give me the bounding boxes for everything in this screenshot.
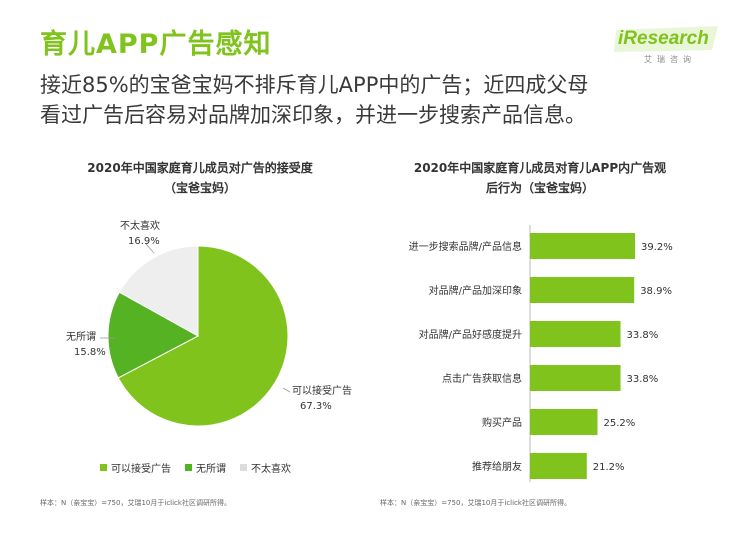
page-title: 育儿APP广告感知	[40, 29, 272, 60]
pie-slice	[117, 245, 289, 427]
legend-label: 不太喜欢	[251, 464, 291, 475]
bar-value-label: 33.8%	[627, 374, 659, 385]
pie-chart-title: 2020年中国家庭育儿成员对广告的接受度 （宝爸宝妈）	[40, 158, 360, 198]
bar-category-label: 推荐给朋友	[472, 460, 522, 473]
bar-source-note: 样本：N（亲宝宝）=750，艾瑞10月于iclick社区调研所得。	[380, 499, 571, 507]
bar	[530, 409, 598, 435]
pie-leader-line	[282, 387, 291, 393]
bar-value-label: 25.2%	[604, 418, 636, 429]
bar-category-label: 进一步搜索品牌/产品信息	[409, 240, 522, 253]
bar-category-label: 对品牌/产品好感度提升	[419, 328, 522, 341]
subtitle-line-1: 接近85%的宝爸宝妈不排斥育儿APP中的广告；近四成父母	[40, 73, 589, 97]
bar-category-label: 对品牌/产品加深印象	[429, 284, 522, 297]
pie-slice-value: 16.9%	[128, 236, 160, 247]
legend-label: 无所谓	[196, 464, 226, 475]
legend-swatch-icon	[240, 464, 247, 471]
legend-swatch-icon	[100, 464, 107, 471]
page-subtitle: 接近85%的宝爸宝妈不排斥育儿APP中的广告；近四成父母 看过广告后容易对品牌加…	[40, 70, 720, 130]
pie-title-line-1: 2020年中国家庭育儿成员对广告的接受度	[87, 161, 313, 175]
pie-slice-label: 不太喜欢	[120, 219, 160, 232]
logo-banner-icon	[614, 26, 718, 52]
legend-item: 无所谓	[185, 460, 226, 475]
bar-category-label: 点击广告获取信息	[442, 372, 522, 385]
pie-title-line-2: （宝爸宝妈）	[163, 181, 236, 195]
pie-slice-value: 67.3%	[300, 401, 332, 412]
pie-slice	[107, 291, 200, 379]
pie-slice	[118, 245, 199, 337]
iresearch-logo: iResearch 艾瑞咨询	[614, 26, 724, 68]
bar-value-label: 33.8%	[627, 330, 659, 341]
pie-slice-value: 15.8%	[74, 347, 106, 358]
bar-value-label: 38.9%	[640, 286, 672, 297]
bar-value-label: 21.2%	[593, 462, 625, 473]
bar	[530, 233, 635, 259]
bar	[530, 321, 621, 347]
bar-title-line-2: 后行为（宝爸宝妈）	[485, 181, 594, 195]
legend-item: 可以接受广告	[100, 460, 171, 475]
pie-slice-label: 无所谓	[66, 331, 96, 343]
bar	[530, 453, 587, 479]
subtitle-line-2: 看过广告后容易对品牌加深印象，并进一步搜索产品信息。	[40, 103, 586, 127]
logo-text: iResearch	[618, 28, 709, 49]
bar-value-label: 39.2%	[641, 242, 673, 253]
bar-title-line-1: 2020年中国家庭育儿成员对育儿APP内广告观	[413, 161, 667, 175]
bar	[530, 365, 621, 391]
logo-subtext: 艾瑞咨询	[644, 55, 696, 64]
legend-swatch-icon	[185, 464, 192, 471]
pie-slice-label: 可以接受广告	[292, 384, 352, 397]
pie-leader-line	[145, 243, 155, 254]
bar	[530, 277, 635, 303]
bar-chart-title: 2020年中国家庭育儿成员对育儿APP内广告观 后行为（宝爸宝妈）	[380, 158, 700, 198]
legend-label: 可以接受广告	[111, 464, 171, 475]
pie-source-note: 样本：N（亲宝宝）=750，艾瑞10月于iclick社区调研所得。	[40, 499, 231, 507]
legend-item: 不太喜欢	[240, 460, 291, 475]
bar-category-label: 购买产品	[482, 416, 522, 429]
pie-legend: 可以接受广告 无所谓 不太喜欢	[100, 460, 291, 475]
